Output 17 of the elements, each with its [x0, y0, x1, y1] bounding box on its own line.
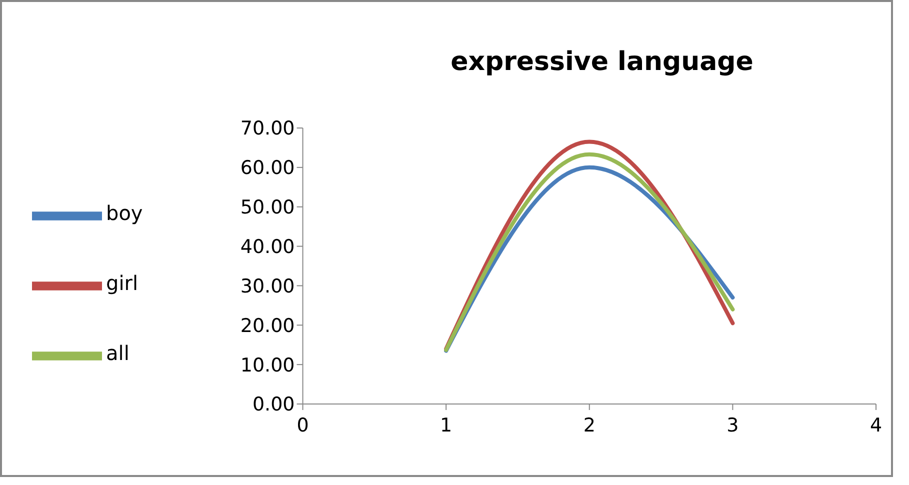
legend-label: girl	[106, 270, 138, 295]
x-tick-label: 3	[726, 414, 739, 436]
x-tick-label: 0	[296, 414, 309, 436]
y-tick-label: 20.00	[240, 314, 295, 337]
x-tick-label: 2	[583, 414, 596, 436]
chart-title: expressive language	[450, 47, 754, 77]
y-tick-label: 40.00	[240, 236, 295, 258]
legend-label: all	[106, 340, 130, 365]
y-tick-label: 60.00	[240, 157, 295, 180]
y-tick-label: 10.00	[240, 354, 295, 376]
y-tick-label: 0.00	[252, 394, 295, 416]
y-tick-label: 30.00	[240, 275, 295, 298]
legend-label: boy	[106, 200, 143, 225]
y-tick-label: 50.00	[240, 196, 295, 219]
x-tick-label: 1	[440, 414, 452, 436]
x-tick-label: 4	[870, 414, 882, 436]
y-tick-label: 70.00	[240, 118, 295, 140]
